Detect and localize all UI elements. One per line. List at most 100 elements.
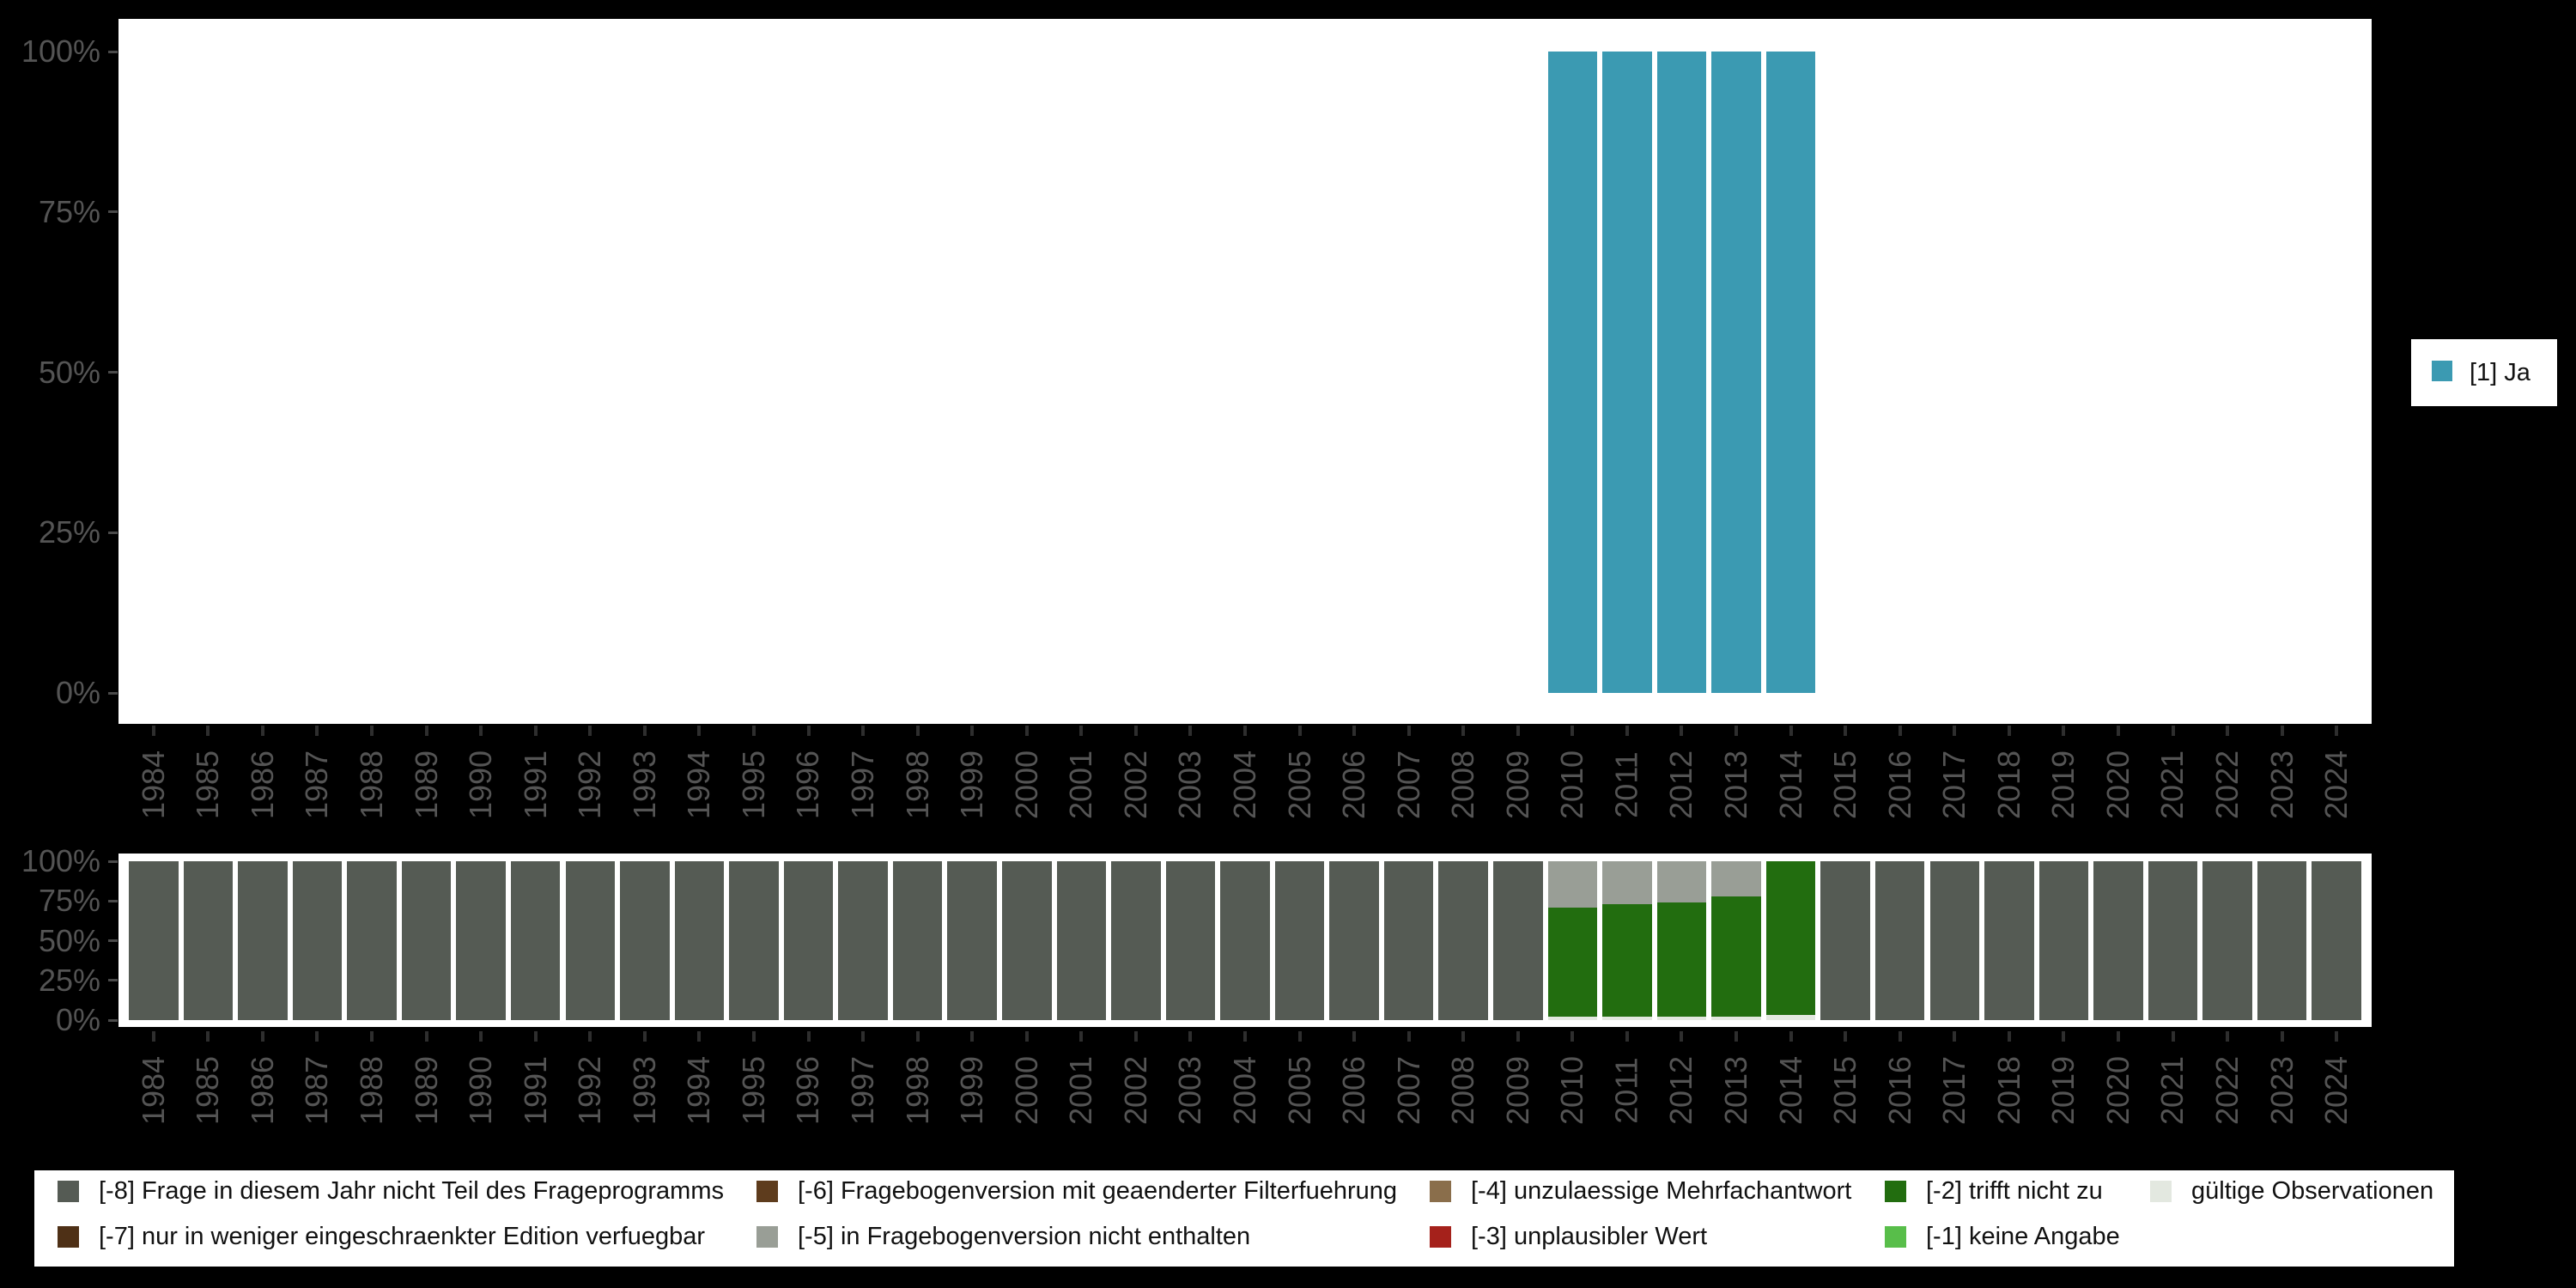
- y-axis-tick: [108, 531, 118, 534]
- x-axis-tick: [2280, 1031, 2284, 1042]
- bar-2012--2: [1656, 902, 1707, 1018]
- bar-2010--5: [1547, 861, 1598, 908]
- x-axis-tick: [1188, 726, 1193, 736]
- y-axis-label: 75%: [38, 883, 100, 919]
- x-axis-tick: [2335, 1031, 2339, 1042]
- x-axis-tick: [1352, 1031, 1357, 1042]
- x-axis-tick: [1516, 1031, 1520, 1042]
- bar-2014--2: [1765, 861, 1816, 1016]
- x-axis-tick: [424, 726, 428, 736]
- bar-2013-valid: [1711, 1017, 1761, 1020]
- x-axis-tick: [970, 1031, 975, 1042]
- bar-1991--8: [510, 861, 561, 1020]
- x-axis-tick: [2226, 726, 2230, 736]
- x-axis-tick: [588, 1031, 592, 1042]
- x-axis-tick: [1680, 726, 1684, 736]
- x-axis-tick: [151, 1031, 155, 1042]
- x-axis-tick: [1079, 1031, 1084, 1042]
- y-axis-tick: [108, 50, 118, 53]
- x-axis-tick: [1735, 726, 1739, 736]
- x-axis-label-2024: 2024: [2288, 1042, 2385, 1139]
- y-axis-label: 0%: [55, 675, 100, 710]
- bar-1986--8: [238, 861, 288, 1020]
- legend-swatch--1: [1885, 1226, 1906, 1248]
- x-axis-tick: [479, 726, 483, 736]
- bar-2008--8: [1438, 861, 1488, 1020]
- legend-label--3: [-3] unplausibler Wert: [1471, 1223, 1708, 1250]
- x-axis-tick: [2007, 1031, 2011, 1042]
- x-axis-tick: [588, 726, 592, 736]
- bar-2015--8: [1820, 861, 1870, 1020]
- bar-2012--5: [1656, 861, 1707, 903]
- x-axis-tick: [1953, 1031, 1957, 1042]
- legend-label--7: [-7] nur in weniger eingeschraenkter Edi…: [99, 1223, 706, 1250]
- bar-2011--5: [1602, 861, 1652, 904]
- bar-1985--8: [183, 861, 234, 1020]
- legend-label--2: [-2] trifft nicht zu: [1926, 1177, 2103, 1205]
- x-axis-tick: [1625, 726, 1629, 736]
- x-axis-tick: [970, 726, 975, 736]
- x-axis-tick: [1243, 726, 1247, 736]
- y-axis-label: 50%: [38, 922, 100, 958]
- x-axis-tick: [642, 1031, 647, 1042]
- legend-label--1: [-1] keine Angabe: [1926, 1223, 2120, 1250]
- x-axis-tick: [2062, 1031, 2066, 1042]
- x-axis-tick: [151, 726, 155, 736]
- bar-2007--8: [1383, 861, 1434, 1020]
- bar-2006--8: [1329, 861, 1379, 1020]
- x-axis-tick: [1571, 1031, 1575, 1042]
- bar-1995--8: [729, 861, 779, 1020]
- x-axis-tick: [1406, 1031, 1411, 1042]
- x-axis-tick: [1024, 726, 1029, 736]
- x-axis-tick: [2171, 1031, 2175, 1042]
- bar-2011--2: [1602, 903, 1652, 1018]
- bar-1989--8: [401, 861, 452, 1020]
- legend-swatch--5: [756, 1226, 778, 1248]
- x-axis-tick: [1680, 1031, 1684, 1042]
- x-axis-tick: [642, 726, 647, 736]
- bar-2003--8: [1165, 861, 1216, 1020]
- bar-2019--8: [2038, 861, 2089, 1020]
- x-axis-tick: [806, 1031, 811, 1042]
- x-axis-tick: [1461, 726, 1466, 736]
- bar-1988--8: [347, 861, 397, 1020]
- y-axis-tick: [108, 939, 118, 942]
- bar-2002--8: [1111, 861, 1161, 1020]
- x-axis-tick: [1297, 1031, 1302, 1042]
- y-axis-label: 50%: [38, 354, 100, 390]
- y-axis-tick: [108, 899, 118, 902]
- bar-1987--8: [292, 861, 343, 1020]
- bar-2014-valid: [1765, 1015, 1816, 1020]
- x-axis-tick: [1953, 726, 1957, 736]
- x-axis-tick: [1024, 1031, 1029, 1042]
- y-axis-label: 25%: [38, 962, 100, 998]
- bottom-chart-legend: [-8] Frage in diesem Jahr nicht Teil des…: [34, 1170, 2454, 1267]
- bar-2022--8: [2202, 861, 2252, 1020]
- legend-label-ja: [1] Ja: [2470, 359, 2530, 386]
- bar-2016--8: [1874, 861, 1925, 1020]
- x-axis-tick: [697, 726, 702, 736]
- x-axis-tick: [1789, 1031, 1793, 1042]
- x-axis-tick: [260, 1031, 264, 1042]
- x-axis-tick: [1188, 1031, 1193, 1042]
- bar-2013-1: [1711, 52, 1761, 693]
- bar-1984--8: [129, 861, 179, 1020]
- bar-1999--8: [947, 861, 997, 1020]
- bar-2001--8: [1056, 861, 1107, 1020]
- bar-2018--8: [1984, 861, 2034, 1020]
- bar-1994--8: [674, 861, 725, 1020]
- legend-swatch--7: [58, 1226, 79, 1248]
- x-axis-tick: [533, 726, 538, 736]
- x-axis-tick: [1625, 1031, 1629, 1042]
- bar-2014-1: [1765, 52, 1816, 693]
- bar-2021--8: [2148, 861, 2198, 1020]
- x-axis-tick: [1898, 1031, 1902, 1042]
- bar-2010-1: [1547, 52, 1598, 693]
- y-axis-tick: [108, 691, 118, 695]
- bar-1993--8: [620, 861, 670, 1020]
- legend-label--5: [-5] in Fragebogenversion nicht enthalte…: [798, 1223, 1251, 1250]
- x-axis-tick: [1571, 726, 1575, 736]
- x-axis-tick: [915, 726, 920, 736]
- bar-2010--2: [1547, 907, 1598, 1018]
- x-axis-tick: [861, 726, 866, 736]
